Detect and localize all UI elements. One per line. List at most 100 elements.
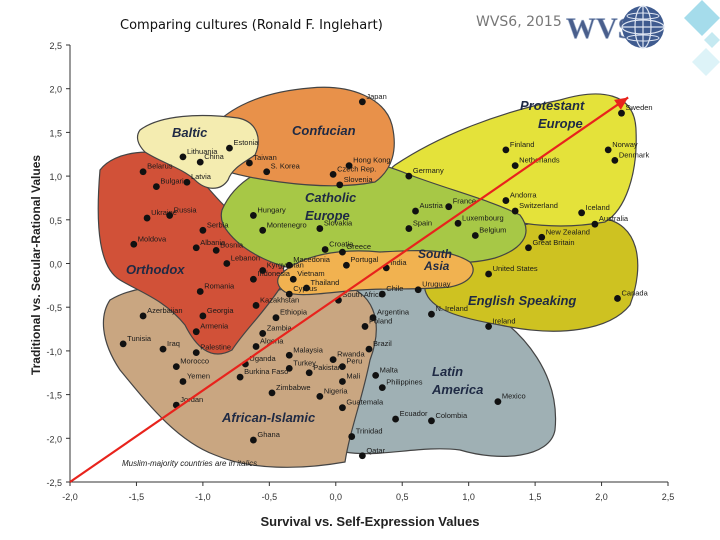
country-label: Morocco [180, 357, 209, 366]
country-point [378, 290, 386, 298]
country-label: Macedonia [293, 255, 331, 264]
country-point [249, 436, 257, 444]
country-label: Ethiopia [280, 308, 308, 317]
zone-label-america: America [431, 382, 483, 397]
country-point [428, 310, 435, 318]
country-label: Taiwan [253, 153, 276, 162]
country-label: Trinidad [356, 427, 383, 436]
country-label: South Africa [342, 290, 383, 299]
country-point [591, 220, 599, 228]
country-point [343, 261, 350, 269]
country-label: Malta [380, 365, 399, 374]
country-point [502, 146, 510, 154]
country-point [223, 260, 231, 267]
country-label: Malaysia [293, 345, 323, 354]
x-tick-label: 0,5 [396, 492, 409, 502]
country-point [321, 246, 329, 253]
country-point [192, 244, 200, 252]
zone-label-baltic: Baltic [172, 125, 208, 140]
country-point [405, 225, 413, 232]
country-point [329, 170, 337, 178]
country-label: Ukraine [151, 208, 177, 217]
country-label: Bulgaria [160, 177, 188, 186]
country-label: Latvia [191, 172, 212, 181]
country-point [365, 345, 373, 353]
country-label: New Zealand [546, 227, 590, 236]
country-point [485, 270, 492, 278]
country-label: Germany [413, 166, 444, 175]
country-label: Netherlands [519, 156, 560, 165]
country-label: Japan [366, 92, 386, 101]
country-point [358, 98, 366, 106]
country-label: Mali [346, 371, 360, 380]
country-point [502, 197, 510, 204]
country-label: Mexico [502, 392, 526, 401]
country-point [249, 212, 257, 219]
country-point [285, 261, 293, 269]
country-point [348, 433, 356, 440]
x-tick-label: -0,5 [262, 492, 278, 502]
country-label: Azerbaijan [147, 306, 182, 315]
country-label: Cyprus [293, 284, 317, 293]
country-label: Russia [174, 205, 198, 214]
wvs-logo: WVS [566, 5, 665, 49]
country-label: Bosnia [220, 240, 244, 249]
country-label: Rwanda [337, 350, 365, 359]
arrow-line [69, 96, 629, 483]
country-point [611, 156, 619, 164]
country-label: S. Korea [271, 162, 301, 171]
country-point [152, 183, 160, 190]
country-label: Moldova [138, 234, 167, 243]
zone-label-african-islamic: African-Islamic [221, 410, 316, 425]
country-label: Luxembourg [462, 213, 504, 222]
zone-label-protestant: Protestant [520, 98, 585, 113]
country-label: Algeria [260, 337, 284, 346]
country-label: Denmark [619, 150, 650, 159]
country-label: Pakistan [313, 363, 342, 372]
country-point [130, 240, 138, 248]
country-label: Chile [386, 284, 403, 293]
country-point [358, 452, 366, 460]
country-point [578, 209, 586, 217]
country-point [259, 267, 267, 274]
country-point [259, 226, 267, 234]
country-point [405, 172, 413, 180]
zone-label-catholic: Catholic [305, 190, 357, 205]
globe-icon [621, 5, 665, 49]
country-point [159, 345, 167, 353]
x-tick-labels: -2,0 -1,5 -1,0 -0,5 0,0 0,5 1,0 1,5 2,0 2,5 [62, 482, 674, 502]
x-tick-label: 1,5 [529, 492, 542, 502]
country-point [172, 363, 180, 371]
country-point [303, 284, 310, 292]
country-label: Spain [413, 219, 432, 228]
country-point [196, 158, 204, 166]
country-label: Switzerland [519, 201, 558, 210]
country-point [285, 290, 293, 298]
country-label: Australia [599, 214, 629, 223]
country-point [538, 233, 546, 241]
x-tick-label: -2,0 [62, 492, 78, 502]
country-label: Albania [200, 238, 226, 247]
country-point [339, 248, 346, 256]
country-label: Norway [612, 140, 638, 149]
country-label: Romania [204, 281, 235, 290]
country-label: Jordan [180, 395, 203, 404]
country-point [445, 203, 453, 211]
country-label: Thailand [311, 278, 340, 287]
page-title: Comparing cultures (Ronald F. Inglehart) [120, 18, 383, 33]
zone-label-europe-catholic: Europe [305, 208, 350, 223]
country-point [119, 340, 127, 348]
country-label: Qatar [366, 446, 385, 455]
country-label: Portugal [350, 255, 378, 264]
country-point [139, 168, 147, 176]
country-point [614, 295, 621, 302]
country-point [336, 181, 344, 189]
country-point [316, 392, 324, 400]
country-point [414, 286, 422, 294]
country-label: Kyrgyzstan [267, 260, 304, 269]
country-point [183, 178, 191, 186]
country-point [494, 398, 502, 405]
country-label: Nigeria [324, 386, 349, 395]
country-label: Armenia [200, 322, 229, 331]
country-label: Yemen [187, 371, 210, 380]
